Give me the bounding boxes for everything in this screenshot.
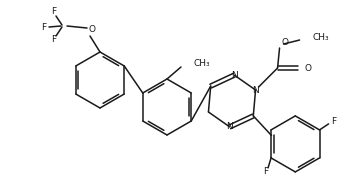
Text: F: F [52,7,56,17]
Text: F: F [332,117,337,126]
Text: F: F [41,22,46,32]
Text: F: F [52,35,56,43]
Text: O: O [282,37,289,47]
Text: N: N [226,122,233,131]
Text: F: F [264,168,269,176]
Text: CH₃: CH₃ [313,33,329,42]
Text: CH₃: CH₃ [194,59,211,68]
Text: N: N [231,71,238,80]
Text: N: N [252,86,259,95]
Text: O: O [304,64,312,73]
Text: O: O [88,26,96,35]
